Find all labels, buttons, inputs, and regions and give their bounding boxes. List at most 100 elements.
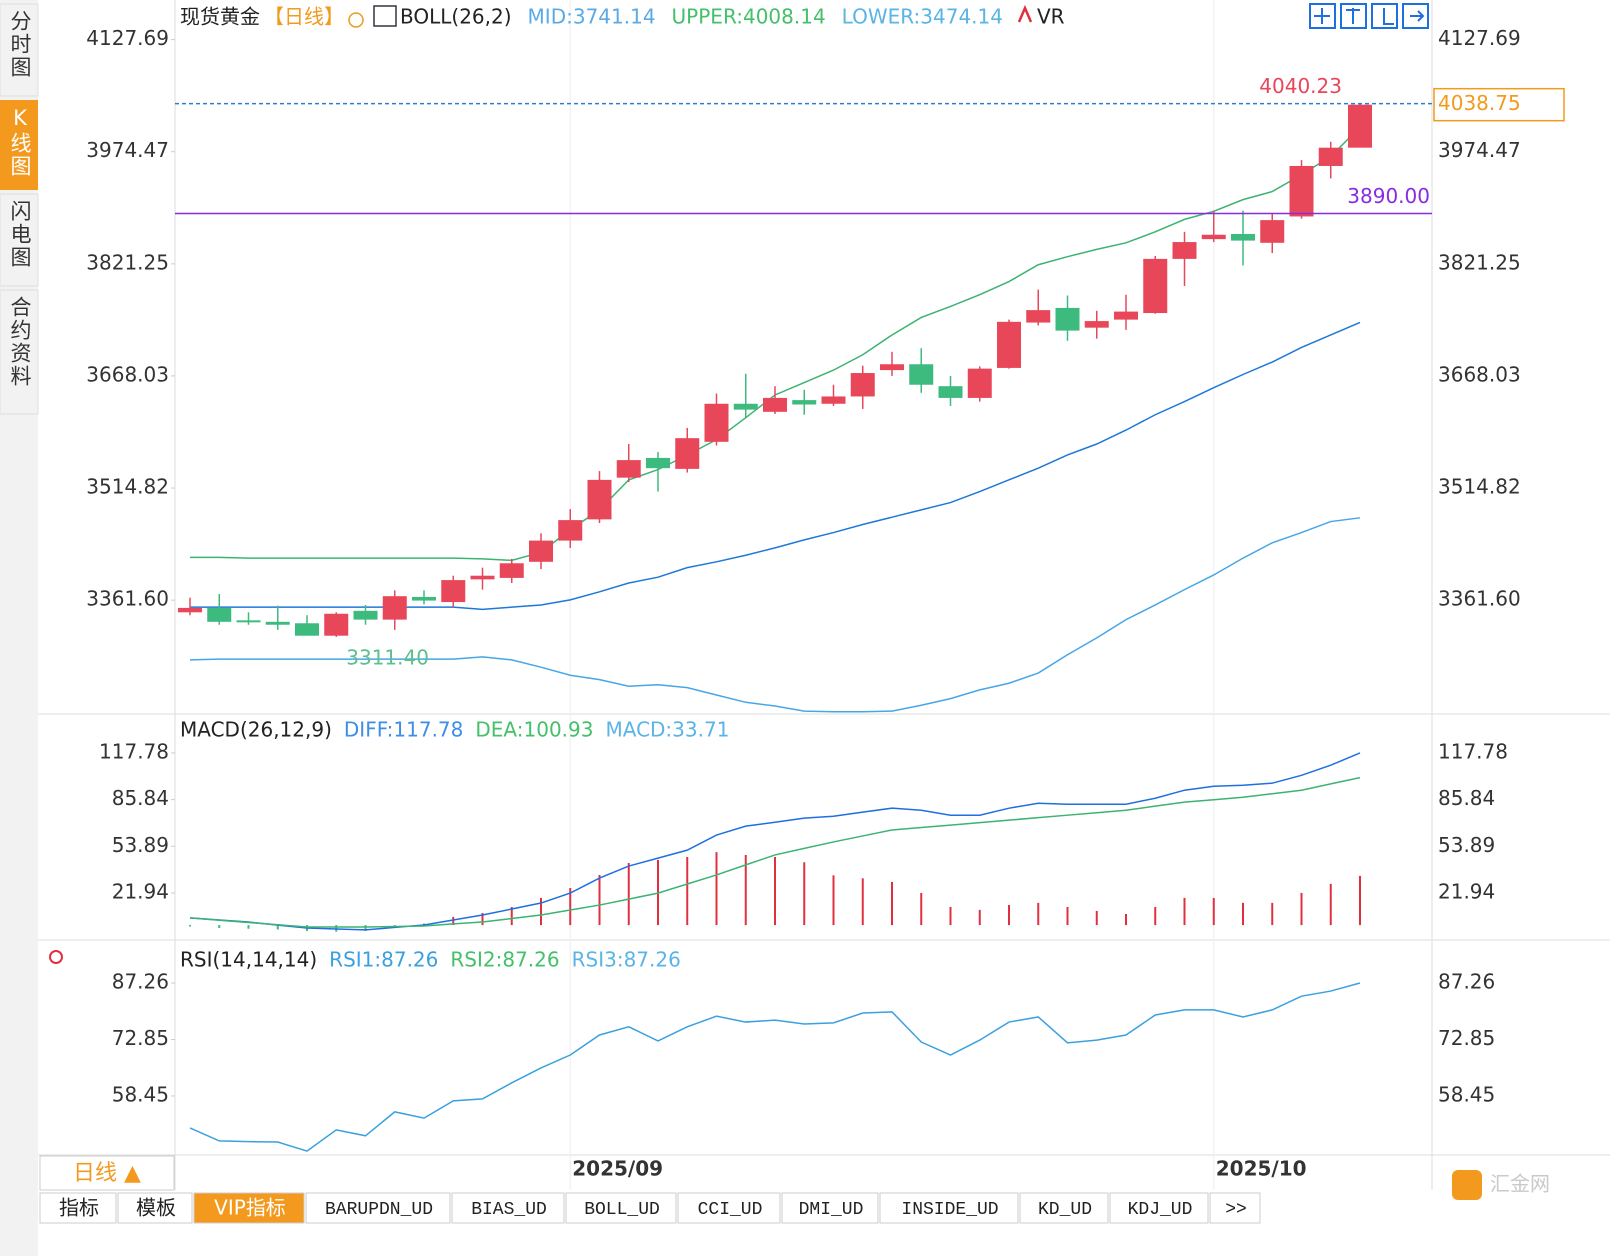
indicator-tab-label[interactable]: CCI_UD bbox=[698, 1200, 763, 1220]
indicator-tab[interactable] bbox=[1019, 1192, 1109, 1224]
y-tick-label-right: 3974.47 bbox=[1438, 138, 1521, 162]
candle-body bbox=[587, 479, 612, 520]
indicator-tab-label[interactable]: INSIDE_UD bbox=[901, 1200, 998, 1220]
candle-body bbox=[821, 396, 846, 404]
indicator-tab-label[interactable]: BARUPDN_UD bbox=[325, 1200, 433, 1220]
candle-body bbox=[1231, 234, 1255, 241]
sidebar-tab[interactable] bbox=[0, 3, 39, 97]
boll-line bbox=[189, 517, 1361, 713]
indicator-tab[interactable] bbox=[193, 1192, 305, 1224]
candle-body bbox=[704, 403, 729, 442]
y-tick-label: 85.84 bbox=[112, 786, 169, 810]
indicator-tab-label[interactable]: KDJ_UD bbox=[1128, 1200, 1193, 1220]
macd-line bbox=[189, 776, 1361, 928]
indicator-tab-label[interactable]: BOLL_UD bbox=[584, 1200, 660, 1220]
legend-item: MACD:33.71 bbox=[605, 718, 729, 742]
y-tick-label-right: 3668.03 bbox=[1438, 362, 1521, 386]
sidebar-tab[interactable] bbox=[0, 193, 39, 287]
candle-body bbox=[909, 364, 934, 385]
legend-item: VR bbox=[1037, 5, 1065, 29]
indicator-tab-label[interactable]: 模板 bbox=[136, 1196, 176, 1220]
indicator-tab[interactable] bbox=[677, 1192, 781, 1224]
candle-body bbox=[353, 610, 378, 620]
title-icon bbox=[348, 12, 364, 28]
candle-body bbox=[1114, 311, 1138, 320]
sidebar-tab-active[interactable] bbox=[0, 100, 38, 190]
indicator-tab-label[interactable]: >> bbox=[1225, 1200, 1247, 1220]
last-price-box bbox=[1433, 87, 1565, 122]
sidebar-tab[interactable] bbox=[0, 289, 39, 415]
period-button-label[interactable]: 日线 ▲ bbox=[73, 1161, 141, 1186]
y-tick-label: 3821.25 bbox=[86, 250, 169, 274]
x-tick-label: 2025/10 bbox=[1216, 1157, 1307, 1181]
indicator-tab-label[interactable]: KD_UD bbox=[1038, 1200, 1092, 1220]
y-tick-label: 72.85 bbox=[112, 1026, 169, 1050]
vr-icon bbox=[1017, 4, 1033, 23]
sidebar-label[interactable]: K线图 bbox=[8, 106, 32, 178]
candle-body bbox=[1026, 310, 1051, 323]
legend-item: RSI3:87.26 bbox=[572, 948, 681, 972]
indicator-tab[interactable] bbox=[1209, 1192, 1261, 1224]
sidebar-label[interactable]: 合约资料 bbox=[8, 296, 32, 388]
candle-body bbox=[938, 386, 963, 398]
toolbar-icon bbox=[1314, 8, 1425, 25]
candle-body bbox=[763, 397, 787, 412]
indicator-tab-label[interactable]: BIAS_UD bbox=[471, 1200, 547, 1220]
legend-item: RSI(14,14,14) bbox=[180, 948, 317, 972]
indicator-tab[interactable] bbox=[117, 1192, 193, 1224]
candle-body bbox=[1172, 242, 1197, 259]
indicator-tab[interactable] bbox=[879, 1192, 1019, 1224]
y-tick-label-right: 3361.60 bbox=[1438, 587, 1521, 611]
price-line-label: 4040.23 bbox=[1259, 74, 1342, 98]
indicator-tab-label[interactable]: 指标 bbox=[59, 1196, 99, 1220]
candle-body bbox=[382, 596, 407, 620]
candle-body bbox=[792, 400, 817, 405]
candle-body bbox=[1084, 321, 1109, 328]
candle-body bbox=[1318, 147, 1343, 166]
candle-body bbox=[412, 596, 436, 601]
y-tick-label-right: 72.85 bbox=[1438, 1026, 1495, 1050]
candle-body bbox=[1260, 220, 1285, 243]
candle-body bbox=[733, 403, 758, 410]
indicator-tab[interactable] bbox=[305, 1192, 451, 1224]
last-price: 4038.75 bbox=[1438, 91, 1521, 115]
legend-item: RSI1:87.26 bbox=[329, 948, 438, 972]
candle-body bbox=[499, 563, 524, 578]
y-tick-label: 3361.60 bbox=[86, 587, 169, 611]
period-button[interactable] bbox=[39, 1155, 175, 1191]
y-tick-label-right: 3514.82 bbox=[1438, 475, 1521, 499]
rsi-line bbox=[189, 982, 1361, 1152]
y-tick-label-right: 4127.69 bbox=[1438, 26, 1521, 50]
toolbar bbox=[1309, 3, 1429, 29]
candle-body bbox=[265, 621, 290, 625]
watermark-logo bbox=[1452, 1170, 1482, 1200]
boll-line bbox=[190, 126, 1361, 562]
candle-body bbox=[850, 373, 875, 397]
y-tick-label-right: 117.78 bbox=[1438, 739, 1508, 763]
indicator-tab-label[interactable]: VIP指标 bbox=[214, 1196, 286, 1220]
legend-item: DIFF:117.78 bbox=[344, 718, 463, 742]
legend-item: MACD(26,12,9) bbox=[180, 718, 332, 742]
macd-line bbox=[189, 752, 1361, 931]
sidebar-label[interactable]: 闪电图 bbox=[8, 200, 32, 269]
candle-body bbox=[646, 457, 670, 469]
indicator-tab[interactable] bbox=[451, 1192, 565, 1224]
indicator-tab-label[interactable]: DMI_UD bbox=[799, 1200, 864, 1220]
y-tick-label-right: 87.26 bbox=[1438, 970, 1495, 994]
indicator-tab[interactable] bbox=[1109, 1192, 1209, 1224]
watermark: 汇金网 bbox=[1490, 1172, 1550, 1196]
candle-body bbox=[558, 520, 583, 541]
chart-title: 【日线】 bbox=[264, 5, 344, 29]
settings-icon bbox=[49, 950, 63, 964]
candle-body bbox=[470, 575, 495, 580]
indicator-tab[interactable] bbox=[781, 1192, 879, 1224]
candle-body bbox=[441, 580, 466, 603]
sidebar-label[interactable]: 分时图 bbox=[8, 10, 32, 79]
indicator-tab[interactable] bbox=[565, 1192, 677, 1224]
y-tick-label-right: 21.94 bbox=[1438, 880, 1495, 904]
candle-body bbox=[324, 613, 349, 636]
indicator-tab[interactable] bbox=[39, 1192, 117, 1224]
low-label: 3311.40 bbox=[346, 645, 429, 669]
